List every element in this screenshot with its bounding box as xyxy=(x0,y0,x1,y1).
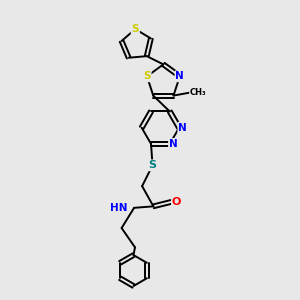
Text: S: S xyxy=(131,24,139,34)
Text: N: N xyxy=(176,71,184,81)
Text: HN: HN xyxy=(110,203,128,213)
Text: S: S xyxy=(143,71,151,81)
Text: N: N xyxy=(169,139,178,149)
Text: S: S xyxy=(148,160,157,170)
Text: CH₃: CH₃ xyxy=(190,88,206,97)
Text: O: O xyxy=(172,197,181,207)
Text: N: N xyxy=(178,123,187,133)
